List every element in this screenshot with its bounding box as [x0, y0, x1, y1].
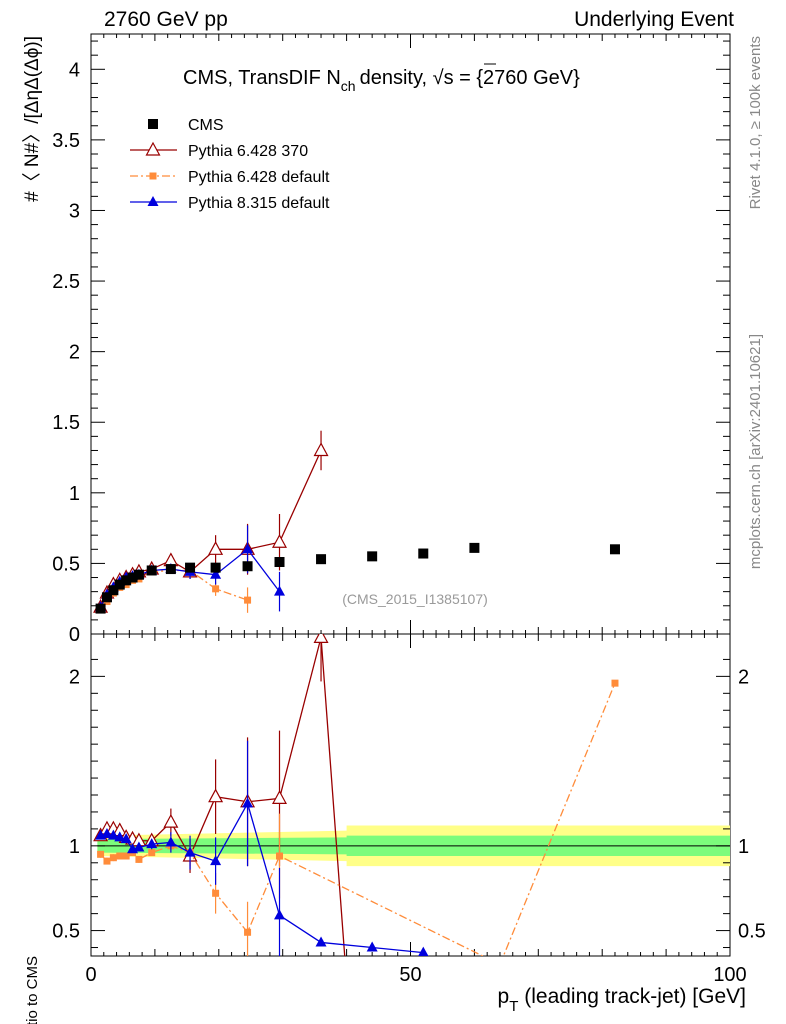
ratio-point-pythia-6-428-default: [116, 852, 124, 860]
point-pythia-6-428-370: [313, 442, 329, 457]
ratio-point-pythia-6-428-default: [135, 855, 143, 863]
ratio-point-pythia-6-428-default: [244, 928, 252, 936]
x-tick-label: 100: [713, 964, 746, 986]
ratio-tick-label-right: 2: [738, 666, 749, 688]
ratio-point-pythia-8-315-default: [120, 833, 132, 844]
ratio-point-pythia-8-315-default: [133, 841, 145, 852]
ratio-point-pythia-6-428-default: [148, 849, 156, 857]
data-point-cms: [95, 603, 106, 614]
ratio-tick-label-right: 0.5: [738, 921, 766, 943]
data-point-cms: [242, 561, 253, 572]
point-pythia-6-428-370: [271, 533, 288, 548]
legend-marker: [145, 141, 161, 156]
legend-marker: [148, 119, 158, 129]
ratio-point-pythia-8-315-default: [274, 909, 286, 920]
data-point-cms: [101, 592, 112, 603]
ratio-tick-label: 0.5: [52, 921, 80, 943]
ratio-point-pythia-6-428-default: [103, 857, 111, 865]
legend-entry: Pythia 6.428 370: [188, 143, 308, 160]
mcplots-label: mcplots.cern.ch [arXiv:2401.10621]: [747, 334, 764, 569]
ratio-point-pythia-8-315-default: [366, 941, 378, 952]
ratio-point-pythia-6-428-default: [109, 854, 117, 862]
ratio-point-pythia-8-315-default: [184, 846, 196, 857]
data-point-cms: [121, 575, 132, 586]
ratio-point-pythia-6-428-370: [313, 634, 329, 643]
point-pythia-6-428-370: [208, 541, 224, 555]
y-tick-label: 1.5: [52, 412, 80, 434]
ratio-tick-label: 2: [69, 666, 80, 688]
data-point-cms: [609, 544, 620, 555]
x-tick-label: 0: [85, 964, 96, 986]
ratio-point-pythia-8-315-default: [107, 829, 119, 840]
data-point-cms: [367, 551, 378, 562]
legend-entry: Pythia 6.428 default: [188, 169, 330, 186]
y-tick-label: 0: [69, 624, 80, 646]
data-point-cms: [127, 572, 138, 583]
ratio-point-pythia-8-315-default: [418, 946, 429, 956]
main-panel-frame: [90, 33, 731, 635]
y-tick-label: 4: [69, 59, 80, 81]
chart-title: CMS, TransDIF Nch density, √s = {2760 GeV…: [183, 67, 580, 94]
point-pythia-6-428-default: [244, 596, 252, 604]
rivet-label: Rivet 4.1.0, ≥ 100k events: [747, 36, 764, 209]
ratio-point-pythia-8-315-default: [242, 797, 254, 808]
x-tick-label: 50: [399, 964, 421, 986]
point-pythia-8-315-default: [242, 543, 254, 554]
ratio-point-pythia-8-315-default: [101, 827, 113, 838]
y-tick-label: 3.5: [52, 130, 80, 152]
y-tick-label: 0.5: [52, 553, 80, 575]
ratio-point-pythia-8-315-default: [210, 855, 222, 866]
ratio-series: [93, 634, 619, 956]
point-pythia-6-428-default: [212, 585, 220, 593]
y-tick-label: 2: [69, 342, 80, 364]
y-tick-label: 2.5: [52, 271, 80, 293]
ratio-point-pythia-6-428-default: [611, 679, 619, 687]
y-axis-label: #〈 N#〉/[ΔηΔ(Δϕ)]: [21, 36, 43, 202]
point-pythia-8-315-default: [210, 568, 222, 579]
data-point-cms: [108, 585, 119, 596]
ratio-point-pythia-6-428-370: [163, 813, 179, 828]
legend-entry: CMS: [188, 117, 224, 134]
ratio-point-pythia-6-428-default: [276, 852, 284, 860]
data-point-cms: [185, 562, 196, 573]
main-series: [93, 430, 620, 614]
legend-marker: [149, 172, 157, 180]
legend-entry: Pythia 8.315 default: [188, 195, 330, 212]
data-point-cms: [418, 548, 429, 559]
legend-marker: [147, 196, 159, 206]
data-point-cms: [114, 579, 125, 590]
watermark: (CMS_2015_I1385107): [342, 591, 488, 607]
ratio-point-pythia-8-315-default: [146, 838, 158, 849]
ratio-point-pythia-6-428-370: [208, 788, 224, 803]
ratio-point-pythia-6-428-370: [271, 790, 288, 804]
ratio-point-pythia-8-315-default: [114, 831, 126, 842]
data-point-cms: [133, 569, 144, 580]
data-point-cms: [165, 564, 176, 575]
ratio-line-pythia-6-428-370: [100, 637, 346, 956]
ratio-point-pythia-6-428-default: [122, 852, 130, 860]
ratio-point-pythia-8-315-default: [165, 836, 177, 847]
data-point-cms: [146, 565, 157, 576]
point-pythia-8-315-default: [274, 585, 286, 596]
y-tick-label: 3: [69, 200, 80, 222]
header-right: Underlying Event: [574, 8, 734, 31]
data-point-cms: [210, 562, 221, 573]
ratio-y-axis-label: Ratio to CMS: [24, 956, 41, 1024]
x-axis-label: pT (leading track-jet) [GeV]: [498, 985, 746, 1015]
ratio-panel-frame: [90, 633, 731, 957]
ratio-point-pythia-8-315-default: [315, 936, 327, 947]
ratio-tick-label-right: 1: [738, 836, 749, 858]
data-point-cms: [274, 557, 285, 567]
data-point-cms: [316, 554, 327, 565]
data-point-cms: [469, 542, 480, 553]
legend: CMS Pythia 6.428 370 Pythia 6.428 default P…: [130, 117, 330, 212]
ratio-point-pythia-6-428-default: [212, 889, 220, 897]
ratio-point-pythia-6-428-default: [97, 850, 105, 858]
ratio-line-pythia-6-428-default: [100, 682, 616, 956]
y-tick-label: 1: [69, 483, 80, 505]
header-left: 2760 GeV pp: [104, 8, 228, 31]
ratio-tick-label: 1: [69, 836, 80, 858]
